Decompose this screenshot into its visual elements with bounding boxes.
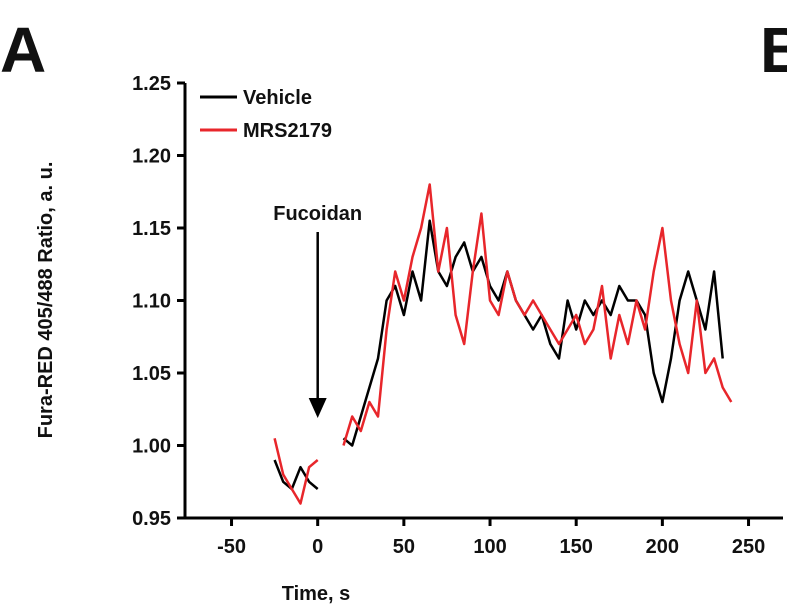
data-line bbox=[342, 219, 724, 447]
y-tick-label: 1.20 bbox=[132, 146, 171, 168]
data-line bbox=[273, 459, 319, 491]
data-line bbox=[273, 438, 319, 505]
x-axis-label: Time, s bbox=[282, 583, 351, 605]
x-tick-label: 100 bbox=[473, 536, 506, 558]
x-tick-label: -50 bbox=[217, 536, 246, 558]
annotation-arrowhead bbox=[308, 398, 327, 418]
panel-label: B bbox=[760, 14, 787, 86]
y-tick-label: 1.15 bbox=[132, 218, 171, 240]
data-line bbox=[342, 183, 733, 446]
y-axis-label: Fura-RED 405/488 Ratio, a. u. bbox=[35, 162, 57, 439]
y-tick-label: 1.10 bbox=[132, 291, 171, 313]
legend-label: MRS2179 bbox=[243, 120, 332, 142]
y-tick-label: 1.25 bbox=[132, 73, 171, 95]
x-tick-label: 150 bbox=[560, 536, 593, 558]
x-tick-label: 0 bbox=[312, 536, 323, 558]
y-tick-label: 0.95 bbox=[132, 508, 171, 530]
annotation-text: Fucoidan bbox=[273, 203, 362, 225]
x-tick-label: 200 bbox=[646, 536, 679, 558]
y-tick-label: 1.00 bbox=[132, 436, 171, 458]
x-tick-label: 50 bbox=[393, 536, 415, 558]
x-tick-label: 250 bbox=[732, 536, 765, 558]
y-tick-label: 1.05 bbox=[132, 363, 171, 385]
panel-label: A bbox=[0, 14, 46, 86]
legend-label: Vehicle bbox=[243, 87, 312, 109]
